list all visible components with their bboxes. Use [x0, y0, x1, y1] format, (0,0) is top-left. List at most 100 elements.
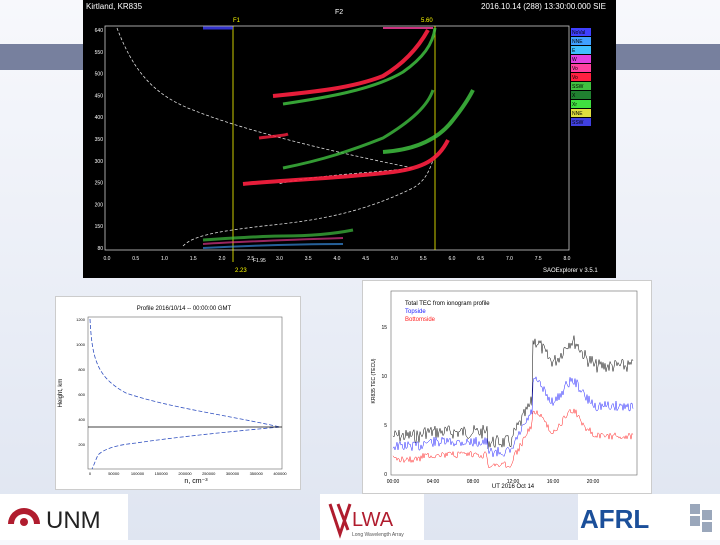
ionogram-legend-swatch — [571, 64, 591, 72]
ionogram-x-tick: 5.0 — [391, 256, 398, 262]
tec-legend-title: Total TEC from ionogram profile — [405, 301, 490, 307]
tec-panel: Total TEC from ionogram profile Topside … — [362, 280, 652, 494]
tec-x-tick: 00:00 — [387, 479, 400, 485]
ionogram-legend-label: NNE — [572, 111, 583, 117]
ionogram-legend-label: Vo — [572, 66, 578, 72]
ionogram-legend-label: Vo — [572, 75, 578, 81]
profile-x-axis: 0 50000 100000 150000 200000 250000 300000 3500… — [89, 471, 288, 476]
profile-title: Profile 2016/10/14 -- 00:00:00 GMT — [137, 306, 232, 312]
tec-xlabel: UT 2016 Oct 14 — [492, 484, 535, 490]
profile-x-tick: 0 — [89, 471, 92, 476]
profile-xlabel: n, cm⁻³ — [184, 478, 208, 485]
ionogram-marker-f1: F1 — [233, 18, 241, 24]
unm-wordmark: UNM — [46, 507, 101, 534]
ionogram-x-tick: 0.5 — [132, 256, 139, 262]
ionogram-x-axis: 0.0 0.5 1.0 1.5 2.0 2.5 3.0 3.5 4.0 4.5 5.0 5.5 6.0 6… — [104, 256, 571, 262]
ionogram-x-tick: 7.0 — [506, 256, 513, 262]
profile-x-tick: 350000 — [250, 471, 264, 476]
ionogram-legend-swatch — [571, 100, 591, 108]
ionogram-legend-swatch — [571, 118, 591, 126]
profile-x-tick: 250000 — [202, 471, 216, 476]
profile-x-tick: 50000 — [108, 471, 120, 476]
tec-topside-series — [392, 376, 634, 457]
ionogram-y-tick: 200 — [95, 202, 104, 208]
ionogram-legend-swatch — [571, 109, 591, 117]
profile-x-tick: 200000 — [178, 471, 192, 476]
ionogram-echo-traces — [202, 26, 475, 249]
tec-chart: Total TEC from ionogram profile Topside … — [371, 290, 638, 490]
profile-x-tick: 400000 — [273, 471, 287, 476]
ionogram-legend-label: W — [572, 57, 577, 63]
ionogram-x-tick: 7.5 — [535, 256, 542, 262]
ionogram-legend-swatch — [571, 55, 591, 63]
profile-chart: Profile 2016/10/14 -- 00:00:00 GMT Heigh… — [58, 306, 288, 485]
ionogram-y-tick: 550 — [95, 50, 104, 56]
ionogram-y-tick: 80 — [97, 246, 103, 252]
ionogram-legend-label: NoVal — [572, 30, 585, 36]
ionogram-x-tick: 1.0 — [161, 256, 168, 262]
ionogram-x-tick: 4.0 — [334, 256, 341, 262]
profile-x-tick: 300000 — [226, 471, 240, 476]
ionogram-y-tick: 250 — [95, 181, 104, 187]
tec-x-tick: 12:00 — [507, 479, 520, 485]
title-band-left-edge — [0, 44, 84, 70]
ionogram-legend-swatch — [571, 37, 591, 45]
ionogram-legend-swatch — [571, 91, 591, 99]
ionogram-x-tick: 1.5 — [190, 256, 197, 262]
tec-bottomside-series — [392, 408, 634, 469]
afrl-wordmark: AFRL — [580, 504, 649, 534]
ionogram-legend-label: E — [572, 48, 576, 54]
tec-x-axis: 00:00 04:00 08:00 12:00 16:00 20:00 — [387, 479, 600, 485]
ionogram-legend-swatch — [571, 28, 591, 36]
ionogram-legend-label: SSW — [572, 120, 584, 126]
profile-ylabel: Height, km — [58, 379, 64, 408]
unm-logo: UNM — [0, 494, 128, 540]
tec-y-tick: 15 — [381, 325, 387, 331]
ionogram-plot-frame — [104, 25, 570, 251]
profile-y-tick: 600 — [78, 392, 85, 397]
ionogram-y-tick: 450 — [95, 93, 104, 99]
ionogram-legend-label: X — [572, 93, 576, 99]
tec-x-tick: 08:00 — [467, 479, 480, 485]
ionogram-x-tick: 4.5 — [362, 256, 369, 262]
ionogram-legend: NoVal NNE EW Vo Vo SSW X Xr NNE SSW — [571, 28, 591, 126]
lwa-emblem-icon — [328, 503, 352, 539]
ionogram-timestamp: 2016.10.14 (288) 13:30:00.000 SIE — [481, 2, 606, 11]
ionogram-model-trace — [116, 27, 414, 185]
profile-x-tick: 100000 — [131, 471, 145, 476]
ionogram-y-tick: 500 — [95, 72, 104, 78]
ionogram-x-tick: 8.0 — [564, 256, 571, 262]
ionogram-legend-swatch — [571, 46, 591, 54]
ionogram-y-tick: 640 — [95, 28, 104, 34]
tec-y-tick: 0 — [384, 472, 387, 478]
tec-x-tick: 04:00 — [427, 479, 440, 485]
ionogram-y-tick: 400 — [95, 115, 104, 121]
lwa-wordmark: LWA — [352, 509, 394, 531]
profile-y-axis: 1200 1000 800 600 400 200 — [76, 317, 86, 447]
ionogram-legend-label: NNE — [572, 39, 583, 45]
ionogram-x-tick: 2.0 — [219, 256, 226, 262]
ionogram-legend-swatch — [571, 73, 591, 81]
profile-density-curve — [89, 318, 281, 470]
tec-legend-bottomside: Bottomside — [405, 317, 436, 323]
tec-y-axis: 15 10 5 0 — [381, 325, 387, 478]
ionogram-panel: Kirtland, KR835 F2 2016.10.14 (288) 13:3… — [83, 0, 616, 278]
ionogram-y-axis: 640 550 500 450 400 350 300 250 200 150 80 — [95, 28, 104, 252]
profile-x-tick: 150000 — [155, 471, 169, 476]
afrl-emblem-icon — [690, 504, 712, 532]
ionogram-marker-label: F1.95 — [253, 258, 266, 264]
tec-x-tick: 16:00 — [547, 479, 560, 485]
ionogram-x-tick: 6.0 — [449, 256, 456, 262]
title-band-right-edge — [616, 44, 720, 70]
tec-y-tick: 10 — [381, 374, 387, 380]
profile-y-tick: 400 — [78, 417, 85, 422]
profile-panel: Profile 2016/10/14 -- 00:00:00 GMT Heigh… — [55, 296, 301, 490]
tec-legend-topside: Topside — [405, 309, 426, 315]
tec-ylabel: KR835 TEC (TECU) — [371, 358, 377, 403]
ionogram-legend-label: Xr — [572, 102, 577, 108]
profile-plot-frame — [87, 316, 283, 470]
ionogram-chart: Kirtland, KR835 F2 2016.10.14 (288) 13:3… — [86, 2, 606, 274]
tec-x-tick: 20:00 — [587, 479, 600, 485]
profile-y-tick: 1200 — [76, 317, 86, 322]
unm-emblem-icon — [8, 508, 40, 524]
